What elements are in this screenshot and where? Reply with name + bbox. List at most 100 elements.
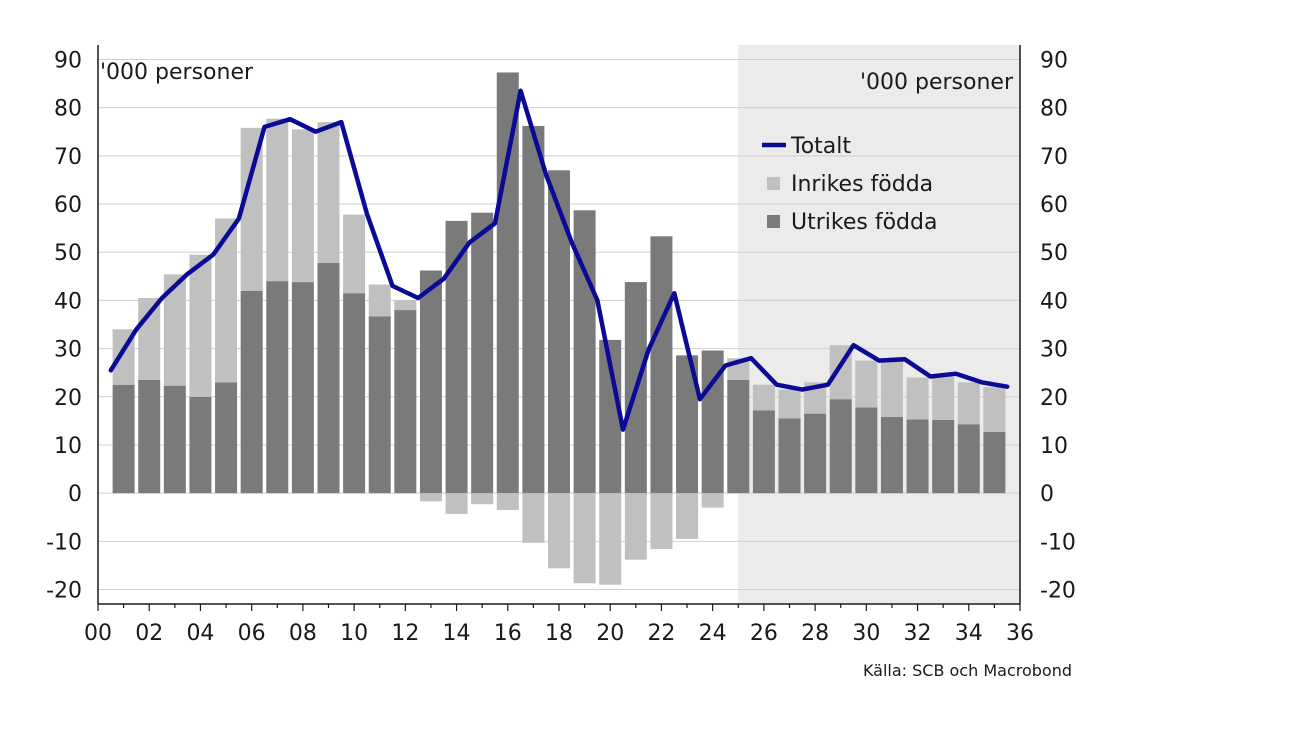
bar-utrikes [189,396,212,494]
bar-utrikes [471,212,494,494]
x-tick-label: 10 [340,621,368,646]
bar-utrikes [829,399,852,494]
y-tick-label-left: -10 [46,530,82,555]
total-line-series [108,88,1010,432]
bar-utrikes [215,382,238,494]
y-tick-label-right: 80 [1040,97,1068,122]
y-tick-label-left: 80 [54,97,82,122]
y-tick-label-left: 20 [54,386,82,411]
y-tick-label-left: 0 [68,482,82,507]
bar-series [112,72,1006,585]
line-totalt [108,88,1010,432]
bar-inrikes [343,214,366,294]
bar-inrikes [599,493,622,585]
bar-utrikes [368,316,391,494]
bar-utrikes [291,282,314,494]
bar-utrikes [548,170,570,494]
bar-inrikes [957,382,980,425]
x-tick-label: 18 [545,621,573,646]
legend-utrikes-swatch [767,215,780,228]
y-tick-label-right: 40 [1040,289,1068,314]
bar-inrikes [291,129,314,283]
bar-inrikes [266,118,289,282]
bar-utrikes [650,236,673,494]
x-tick-label: 36 [1006,621,1034,646]
x-tick-label: 00 [84,621,112,646]
x-tick-label: 02 [135,621,163,646]
x-axis-ticks: 00 02 04 06 08 10 12 14 16 18 20 22 24 26 28 30 32 34 36 [84,604,1034,646]
bar-inrikes [548,493,570,569]
y-tick-label-left: 10 [54,434,82,459]
x-tick-label: 16 [494,621,522,646]
x-tick-label: 08 [289,621,317,646]
y-axis-right-ticks: -20 -10 0 10 20 30 40 50 60 70 80 90 [1040,48,1076,603]
y-tick-label-left: 60 [54,193,82,218]
bar-utrikes [496,72,519,494]
bar-utrikes [419,270,442,494]
bar-inrikes [906,377,929,420]
bar-utrikes [906,419,929,494]
y-tick-label-right: 30 [1040,338,1068,363]
bar-inrikes [445,493,468,514]
bar-utrikes [804,413,827,494]
y-tick-label-left: 90 [54,48,82,73]
bar-utrikes [599,339,622,494]
bar-utrikes [394,310,417,494]
y-tick-label-right: 20 [1040,386,1068,411]
x-tick-label: 24 [699,621,727,646]
bar-utrikes [138,379,161,494]
bar-inrikes [778,389,801,419]
y-tick-label-right: 70 [1040,145,1068,170]
x-tick-label: 34 [955,621,983,646]
x-tick-label: 22 [647,621,675,646]
x-tick-label: 26 [750,621,778,646]
y-tick-label-right: 0 [1040,482,1054,507]
x-tick-label: 30 [852,621,880,646]
source-note: Källa: SCB och Macrobond [863,661,1072,680]
bar-inrikes [855,360,878,408]
bar-inrikes [368,284,391,317]
y-axis-left-ticks: -20 -10 0 10 20 30 40 50 60 70 80 90 [46,48,82,603]
bar-inrikes [752,384,775,411]
bar-utrikes [727,379,750,494]
y-tick-label-right: -20 [1040,579,1076,604]
right-unit-label: '000 personer [860,70,1014,95]
forecast-shading [738,45,1020,604]
bar-utrikes [112,384,135,494]
x-tick-label: 06 [238,621,266,646]
y-tick-label-right: 90 [1040,48,1068,73]
bar-inrikes [419,493,442,502]
x-tick-label: 04 [186,621,214,646]
bar-inrikes [215,218,238,383]
bar-utrikes [778,418,801,494]
legend-inrikes-label: Inrikes födda [791,172,933,197]
y-tick-label-right: 50 [1040,241,1068,266]
left-unit-label: '000 personer [100,60,254,85]
bar-utrikes [932,419,955,494]
y-tick-label-left: 40 [54,289,82,314]
x-tick-label: 14 [443,621,471,646]
bar-inrikes [317,122,340,263]
x-tick-label: 20 [596,621,624,646]
bar-inrikes [522,493,545,543]
bar-utrikes [343,293,366,494]
bar-utrikes [522,125,545,494]
y-tick-label-left: 50 [54,241,82,266]
y-tick-label-right: -10 [1040,530,1076,555]
bar-inrikes [624,493,647,560]
bar-utrikes [163,385,186,494]
legend-utrikes-label: Utrikes födda [791,210,937,235]
bar-utrikes [676,355,699,494]
bar-inrikes [650,493,673,550]
bar-inrikes [880,360,903,418]
bar-utrikes [317,262,340,494]
y-tick-label-right: 10 [1040,434,1068,459]
legend-total-label: Totalt [790,134,851,159]
x-tick-label: 32 [904,621,932,646]
bar-inrikes [701,493,724,508]
bar-inrikes [932,376,955,420]
x-tick-label: 12 [391,621,419,646]
bar-inrikes [676,493,699,539]
bar-utrikes [445,220,468,494]
